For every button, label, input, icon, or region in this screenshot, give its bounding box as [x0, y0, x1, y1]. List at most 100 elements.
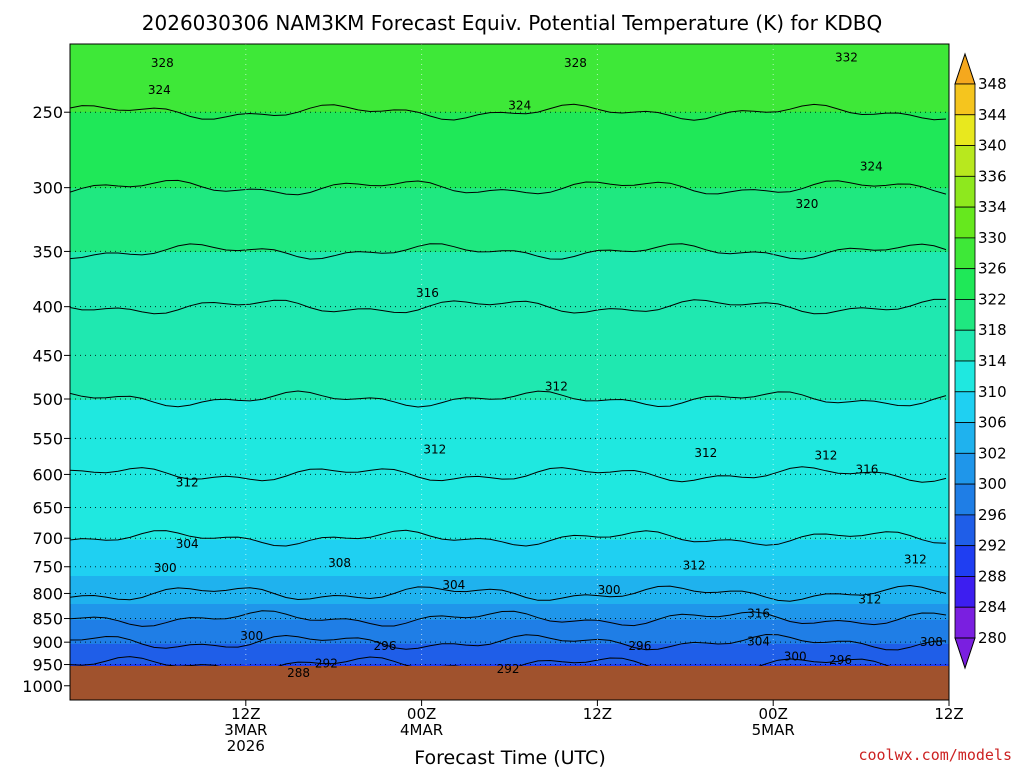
- colorbar-swatch: [954, 606, 976, 639]
- field-band: [70, 72, 949, 77]
- field-band: [70, 392, 949, 397]
- x-tick-label: 12Z: [583, 705, 612, 723]
- field-band: [70, 504, 949, 509]
- field-band: [70, 516, 949, 521]
- field-band: [70, 624, 949, 629]
- field-band: [70, 428, 949, 433]
- field-band: [70, 416, 949, 421]
- field-band: [70, 60, 949, 65]
- contour-label: 304: [176, 537, 199, 551]
- x-tick-label: 2026: [227, 737, 265, 755]
- field-band: [70, 564, 949, 569]
- field-band: [70, 592, 949, 597]
- contour-label: 296: [628, 639, 651, 653]
- colorbar-swatch: [954, 268, 976, 300]
- field-band: [70, 112, 949, 117]
- field-band: [70, 556, 949, 561]
- field-band: [70, 120, 949, 125]
- field-band: [70, 356, 949, 361]
- field-band: [70, 620, 949, 625]
- field-band: [70, 336, 949, 341]
- colorbar-label: 302: [978, 444, 1007, 462]
- contour-label: 316: [416, 286, 439, 300]
- colorbar-swatch: [954, 483, 976, 516]
- chart-title: 2026030306 NAM3KM Forecast Equiv. Potent…: [142, 11, 882, 35]
- field-band: [70, 180, 949, 185]
- field-band: [70, 68, 949, 73]
- field-band: [70, 444, 949, 449]
- y-tick-label: 250: [32, 103, 63, 122]
- field-band: [70, 252, 949, 257]
- field-band: [70, 88, 949, 93]
- field-band: [70, 108, 949, 113]
- field-band: [70, 240, 949, 245]
- contour-label: 304: [747, 634, 770, 648]
- contour-label: 296: [374, 639, 397, 653]
- field-band: [70, 552, 949, 557]
- x-tick-label: 12Z: [934, 705, 963, 723]
- field-band: [70, 212, 949, 217]
- field-band: [70, 92, 949, 97]
- field-band: [70, 488, 949, 493]
- field-band: [70, 260, 949, 265]
- y-tick-label: 600: [32, 465, 63, 484]
- field-band: [70, 184, 949, 189]
- field-band: [70, 340, 949, 345]
- contour-label: 312: [176, 476, 199, 490]
- field-band: [70, 512, 949, 517]
- field-band: [70, 460, 949, 465]
- field-band: [70, 312, 949, 317]
- contour-lines: [70, 103, 947, 673]
- theta-e-color-field: [70, 44, 949, 700]
- field-band: [70, 520, 949, 525]
- field-band: [70, 640, 949, 645]
- x-tick-label: 00Z: [759, 705, 788, 723]
- field-band: [70, 628, 949, 633]
- field-band: [70, 484, 949, 489]
- colorbar-bottom-arrow: [954, 637, 976, 670]
- x-tick-label: 4MAR: [400, 721, 443, 739]
- y-tick-label: 1000: [22, 677, 63, 696]
- y-tick-label: 350: [32, 242, 63, 261]
- contour-label: 304: [442, 578, 465, 592]
- colorbar-label: 336: [978, 167, 1007, 185]
- field-band: [70, 476, 949, 481]
- field-band: [70, 580, 949, 585]
- field-band: [70, 268, 949, 273]
- field-band: [70, 168, 949, 173]
- field-band: [70, 276, 949, 281]
- field-band: [70, 656, 949, 661]
- field-band: [70, 208, 949, 213]
- colorbar-label: 322: [978, 290, 1007, 308]
- field-band: [70, 164, 949, 169]
- field-band: [70, 44, 949, 49]
- field-band: [70, 288, 949, 293]
- contour-label: 300: [598, 583, 621, 597]
- field-band: [70, 436, 949, 441]
- field-band: [70, 384, 949, 389]
- field-band: [70, 540, 949, 545]
- field-band: [70, 396, 949, 401]
- contour-label: 312: [858, 593, 881, 607]
- y-tick-label: 900: [32, 633, 63, 652]
- field-band: [70, 376, 949, 381]
- field-band: [70, 424, 949, 429]
- colorbar-label: 344: [978, 106, 1007, 124]
- y-tick-label: 450: [32, 346, 63, 365]
- contour-label: 308: [328, 556, 351, 570]
- field-band: [70, 400, 949, 405]
- colorbar-top-arrow: [954, 52, 976, 85]
- field-band: [70, 560, 949, 565]
- field-band: [70, 332, 949, 337]
- field-band: [70, 316, 949, 321]
- y-tick-label: 800: [32, 584, 63, 603]
- field-band: [70, 200, 949, 205]
- field-band: [70, 448, 949, 453]
- colorbar-label: 326: [978, 260, 1007, 278]
- contour-label: 308: [920, 635, 943, 649]
- field-band: [70, 80, 949, 85]
- colorbar-label: 280: [978, 629, 1007, 647]
- field-band: [70, 652, 949, 657]
- contour-label: 296: [829, 653, 852, 667]
- colorbar-label: 340: [978, 137, 1007, 155]
